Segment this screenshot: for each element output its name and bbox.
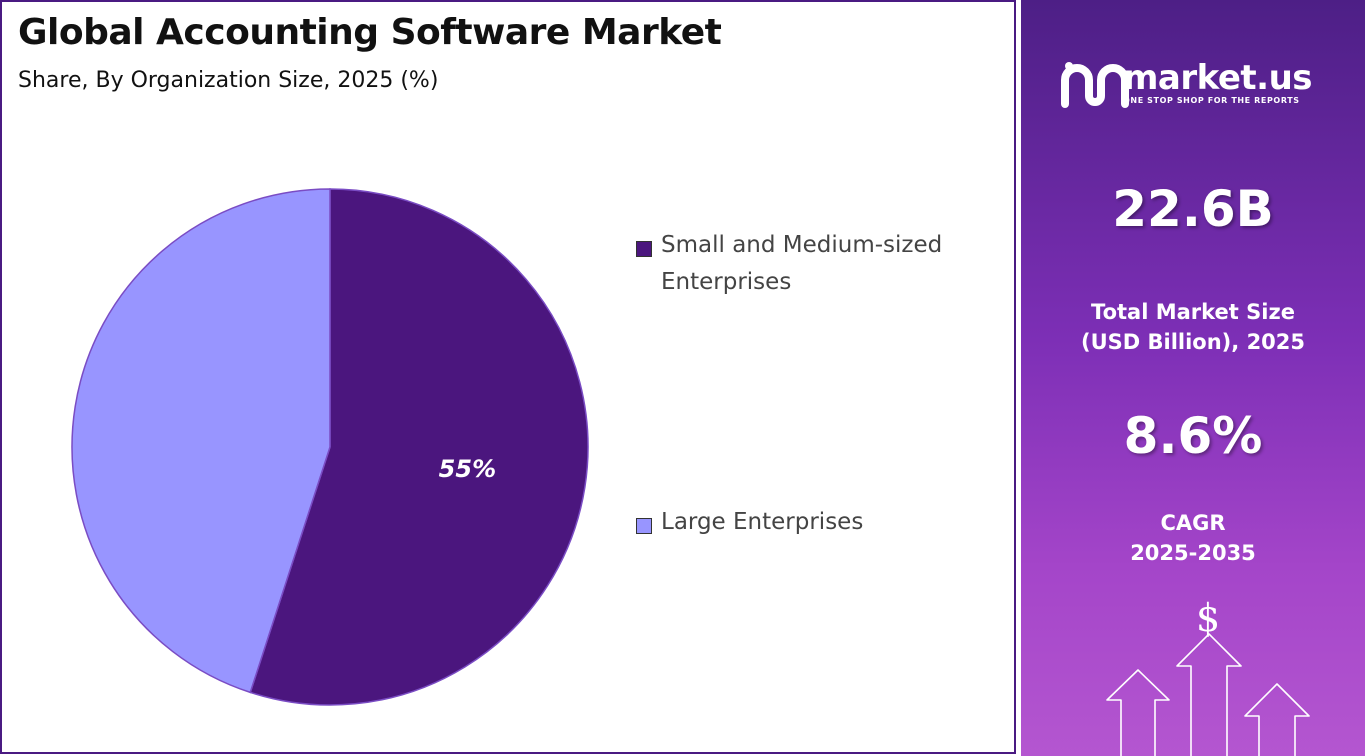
chart-subtitle: Share, By Organization Size, 2025 (%) <box>18 68 439 93</box>
pie-slice-large-enterprises <box>71 188 331 694</box>
cagr-period: 2025-2035 <box>1130 541 1256 565</box>
market-size-value: 22.6B <box>1112 180 1274 238</box>
market-size-label: Total Market Size <box>1091 300 1295 324</box>
legend-swatch <box>636 241 652 257</box>
legend-item-large-enterprises: Large Enterprises <box>636 509 863 541</box>
legend-item-smes: Small and Medium-sized Enterprises <box>636 232 991 301</box>
pie-labels: 55% <box>439 455 496 483</box>
chart-title: Global Accounting Software Market <box>18 12 722 53</box>
pie-slices <box>71 188 589 706</box>
market-us-logo-icon <box>1061 62 1129 108</box>
legend-label: Small and Medium-sized Enterprises <box>661 232 943 295</box>
pie-chart: 55% <box>71 188 589 706</box>
cagr-value: 8.6% <box>1123 407 1263 465</box>
market-size-label-unit: (USD Billion), 2025 <box>1080 330 1306 354</box>
growth-arrows-icon <box>1106 633 1310 756</box>
dollar-icon: $ <box>1196 596 1221 640</box>
summary-panel: market.us ONE STOP SHOP FOR THE REPORTS … <box>1021 0 1365 756</box>
chart-panel: Global Accounting Software Market Share,… <box>0 0 1016 754</box>
brand-name: market.us <box>1123 58 1313 98</box>
legend-label: Large Enterprises <box>661 509 864 535</box>
cagr-label: CAGR <box>1160 511 1226 535</box>
pie-slice-smes <box>249 188 589 706</box>
legend-swatch <box>636 518 652 534</box>
data-label: 55% <box>439 455 496 483</box>
brand-tagline: ONE STOP SHOP FOR THE REPORTS <box>1123 96 1300 105</box>
